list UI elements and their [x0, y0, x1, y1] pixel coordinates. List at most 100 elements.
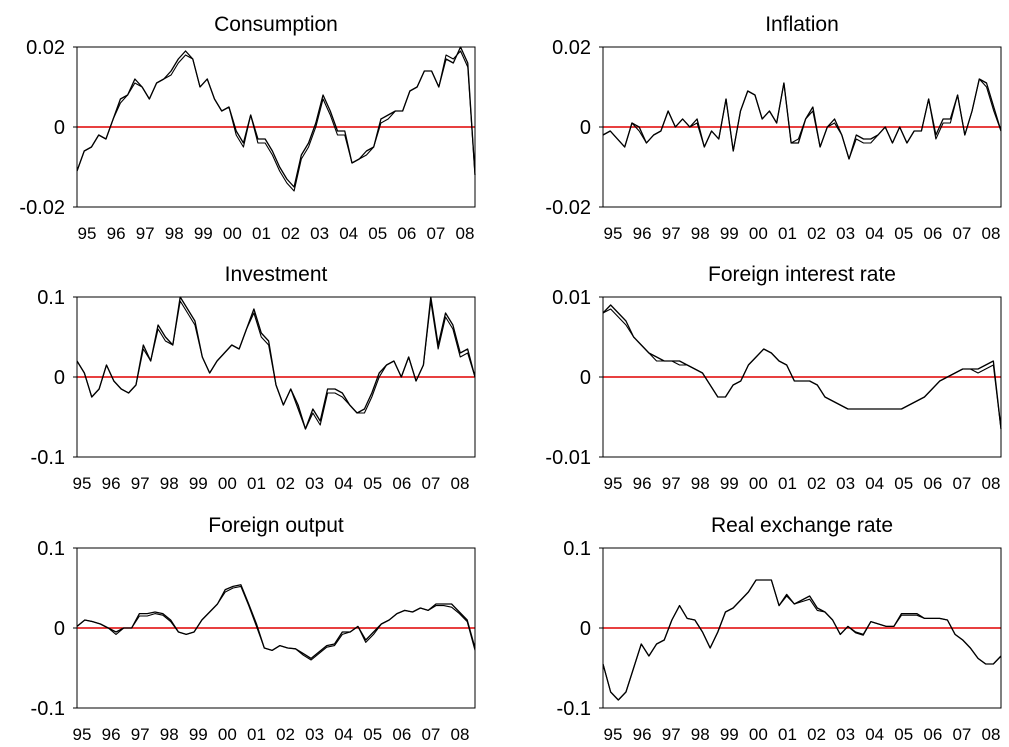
x-tick-label: 02: [807, 224, 826, 243]
x-tick-label: 99: [720, 224, 739, 243]
x-tick-label: 02: [276, 474, 295, 493]
y-tick-label: 0.02: [552, 37, 591, 59]
y-tick-label: -0.02: [19, 197, 65, 219]
x-tick-label: 97: [136, 224, 155, 243]
x-tick-label: 01: [778, 224, 797, 243]
x-tick-label: 00: [218, 474, 237, 493]
x-tick-label: 99: [189, 474, 208, 493]
x-tick-label: 08: [982, 725, 1001, 744]
x-tick-label: 01: [778, 725, 797, 744]
x-tick-label: 06: [923, 474, 942, 493]
x-tick-label: 00: [218, 725, 237, 744]
x-tick-label: 97: [662, 474, 681, 493]
panel-inflation: Inflation 0.02 0 -0.02 95 96 97 98 99 00 01 02 03 04 0…: [545, 13, 1002, 243]
y-tick-label: -0.01: [545, 447, 591, 469]
chart-title: Investment: [225, 263, 328, 286]
x-tick-label: 95: [604, 474, 623, 493]
x-tick-label: 95: [78, 224, 97, 243]
x-tick-label: 06: [392, 474, 411, 493]
x-tick-label: 95: [604, 224, 623, 243]
x-tick-label: 04: [865, 474, 884, 493]
y-tick-label: -0.1: [31, 698, 65, 720]
x-tick-label: 07: [426, 224, 445, 243]
x-tick-label: 03: [310, 224, 329, 243]
x-tick-label: 97: [662, 224, 681, 243]
x-tick-label: 99: [189, 725, 208, 744]
x-tick-label: 95: [73, 725, 92, 744]
x-tick-label: 05: [363, 474, 382, 493]
series-line-1: [76, 46, 476, 188]
y-tick-label: 0: [580, 618, 591, 640]
series-line-2: [76, 300, 476, 430]
y-tick-label: 0: [54, 367, 65, 389]
y-tick-label: 0: [580, 367, 591, 389]
chart-title: Consumption: [214, 13, 338, 36]
x-tick-label: 96: [107, 224, 126, 243]
plot-frame: [602, 296, 1002, 458]
x-tick-label: 01: [247, 474, 266, 493]
panel-real-exchange-rate: Real exchange rate 0.1 0 -0.1 95 96 97 98 99 00 01…: [557, 514, 1002, 744]
x-tick-label: 03: [305, 474, 324, 493]
x-tick-label: 95: [604, 725, 623, 744]
x-tick-label: 03: [305, 725, 324, 744]
series-line-1: [76, 296, 476, 430]
x-tick-label: 96: [633, 474, 652, 493]
x-tick-label: 96: [102, 474, 121, 493]
x-tick-label: 04: [334, 725, 353, 744]
x-tick-label: 08: [982, 224, 1001, 243]
x-tick-label: 06: [392, 725, 411, 744]
series-line-1: [602, 78, 1002, 160]
series-line-2: [602, 308, 1002, 430]
x-tick-label: 97: [131, 474, 150, 493]
x-tick-label: 99: [720, 474, 739, 493]
panel-foreign-interest-rate: Foreign interest rate 0.01 0 -0.01 95 96 97 98 9…: [545, 263, 1002, 493]
x-tick-label: 01: [252, 224, 271, 243]
x-tick-label: 02: [807, 725, 826, 744]
y-tick-label: -0.1: [31, 447, 65, 469]
panel-investment: Investment 0.1 0 -0.1 95 96 97 98 99 00 01 02 03 04 05…: [31, 263, 476, 493]
x-tick-label: 03: [836, 224, 855, 243]
x-tick-label: 08: [451, 474, 470, 493]
x-tick-label: 06: [923, 725, 942, 744]
x-tick-label: 06: [397, 224, 416, 243]
y-tick-label: 0: [54, 618, 65, 640]
x-tick-label: 96: [633, 224, 652, 243]
series-line-1: [602, 304, 1002, 430]
series-line-1: [602, 579, 1002, 701]
x-tick-label: 05: [363, 725, 382, 744]
x-tick-label: 96: [102, 725, 121, 744]
x-tick-label: 02: [807, 474, 826, 493]
x-tick-label: 08: [982, 474, 1001, 493]
x-tick-label: 03: [836, 725, 855, 744]
y-tick-label: -0.1: [557, 698, 591, 720]
x-tick-label: 01: [778, 474, 797, 493]
chart-title: Inflation: [765, 13, 839, 36]
plot-frame: [602, 46, 1002, 208]
y-tick-label: 0.01: [552, 287, 591, 309]
x-tick-label: 07: [952, 224, 971, 243]
x-tick-label: 96: [633, 725, 652, 744]
x-tick-label: 04: [865, 224, 884, 243]
x-tick-label: 07: [421, 725, 440, 744]
x-tick-label: 97: [662, 725, 681, 744]
y-tick-label: 0.1: [563, 538, 591, 560]
x-tick-label: 00: [223, 224, 242, 243]
x-tick-label: 99: [194, 224, 213, 243]
x-tick-label: 04: [334, 474, 353, 493]
x-tick-label: 95: [73, 474, 92, 493]
panel-foreign-output: Foreign output 0.1 0 -0.1 95 96 97 98 99 00 01 02 03…: [31, 514, 476, 744]
plot-frame: [76, 547, 476, 709]
x-tick-label: 98: [691, 474, 710, 493]
series-line-2: [602, 579, 1002, 701]
x-tick-label: 07: [952, 725, 971, 744]
x-tick-label: 06: [923, 224, 942, 243]
x-tick-label: 97: [131, 725, 150, 744]
plot-frame: [602, 547, 1002, 709]
y-tick-label: -0.02: [545, 197, 591, 219]
x-tick-label: 08: [456, 224, 475, 243]
y-tick-label: 0: [580, 117, 591, 139]
x-tick-label: 00: [749, 725, 768, 744]
x-tick-label: 99: [720, 725, 739, 744]
x-tick-label: 00: [749, 224, 768, 243]
